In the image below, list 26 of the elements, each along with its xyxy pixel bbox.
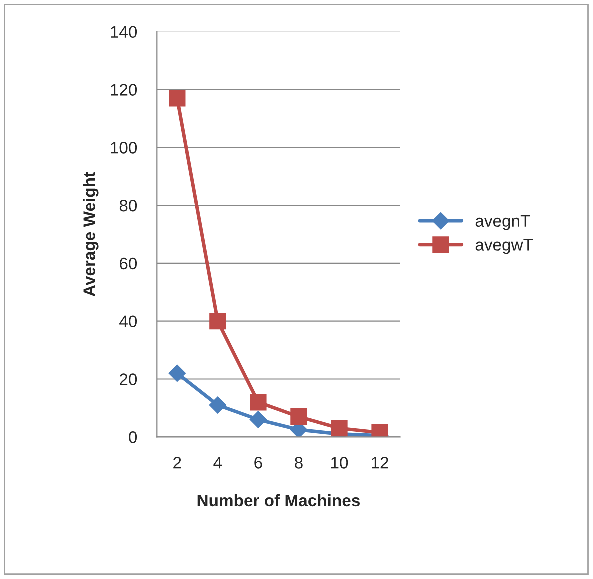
x-tick-label: 2 <box>174 457 182 469</box>
x-axis-title: Number of Machines <box>198 494 360 507</box>
point <box>169 90 186 107</box>
y-tick-label: 40 <box>120 316 138 328</box>
legend-label: avegnT <box>476 215 530 230</box>
point <box>290 408 308 426</box>
point <box>331 420 348 437</box>
legend-label: avegwT <box>476 239 534 254</box>
point <box>168 364 186 382</box>
point <box>210 313 226 330</box>
y-tick-label: 120 <box>111 84 138 96</box>
x-tick-label: 6 <box>254 457 262 469</box>
point <box>209 396 226 414</box>
y-axis-title: Average Weight <box>83 172 99 297</box>
y-tick-label: 20 <box>120 374 138 386</box>
x-tick-label: 4 <box>214 457 222 469</box>
x-tick-label: 8 <box>295 457 303 469</box>
y-tick-label: 140 <box>111 26 138 38</box>
x-tick-label: 12 <box>372 457 388 469</box>
point <box>250 394 267 411</box>
x-tick-label: 10 <box>331 457 348 469</box>
y-tick-label: 100 <box>111 142 138 154</box>
y-tick-label: 0 <box>129 432 138 444</box>
y-tick-label: 80 <box>120 200 138 212</box>
point <box>250 411 267 428</box>
y-tick-label: 60 <box>120 258 138 270</box>
